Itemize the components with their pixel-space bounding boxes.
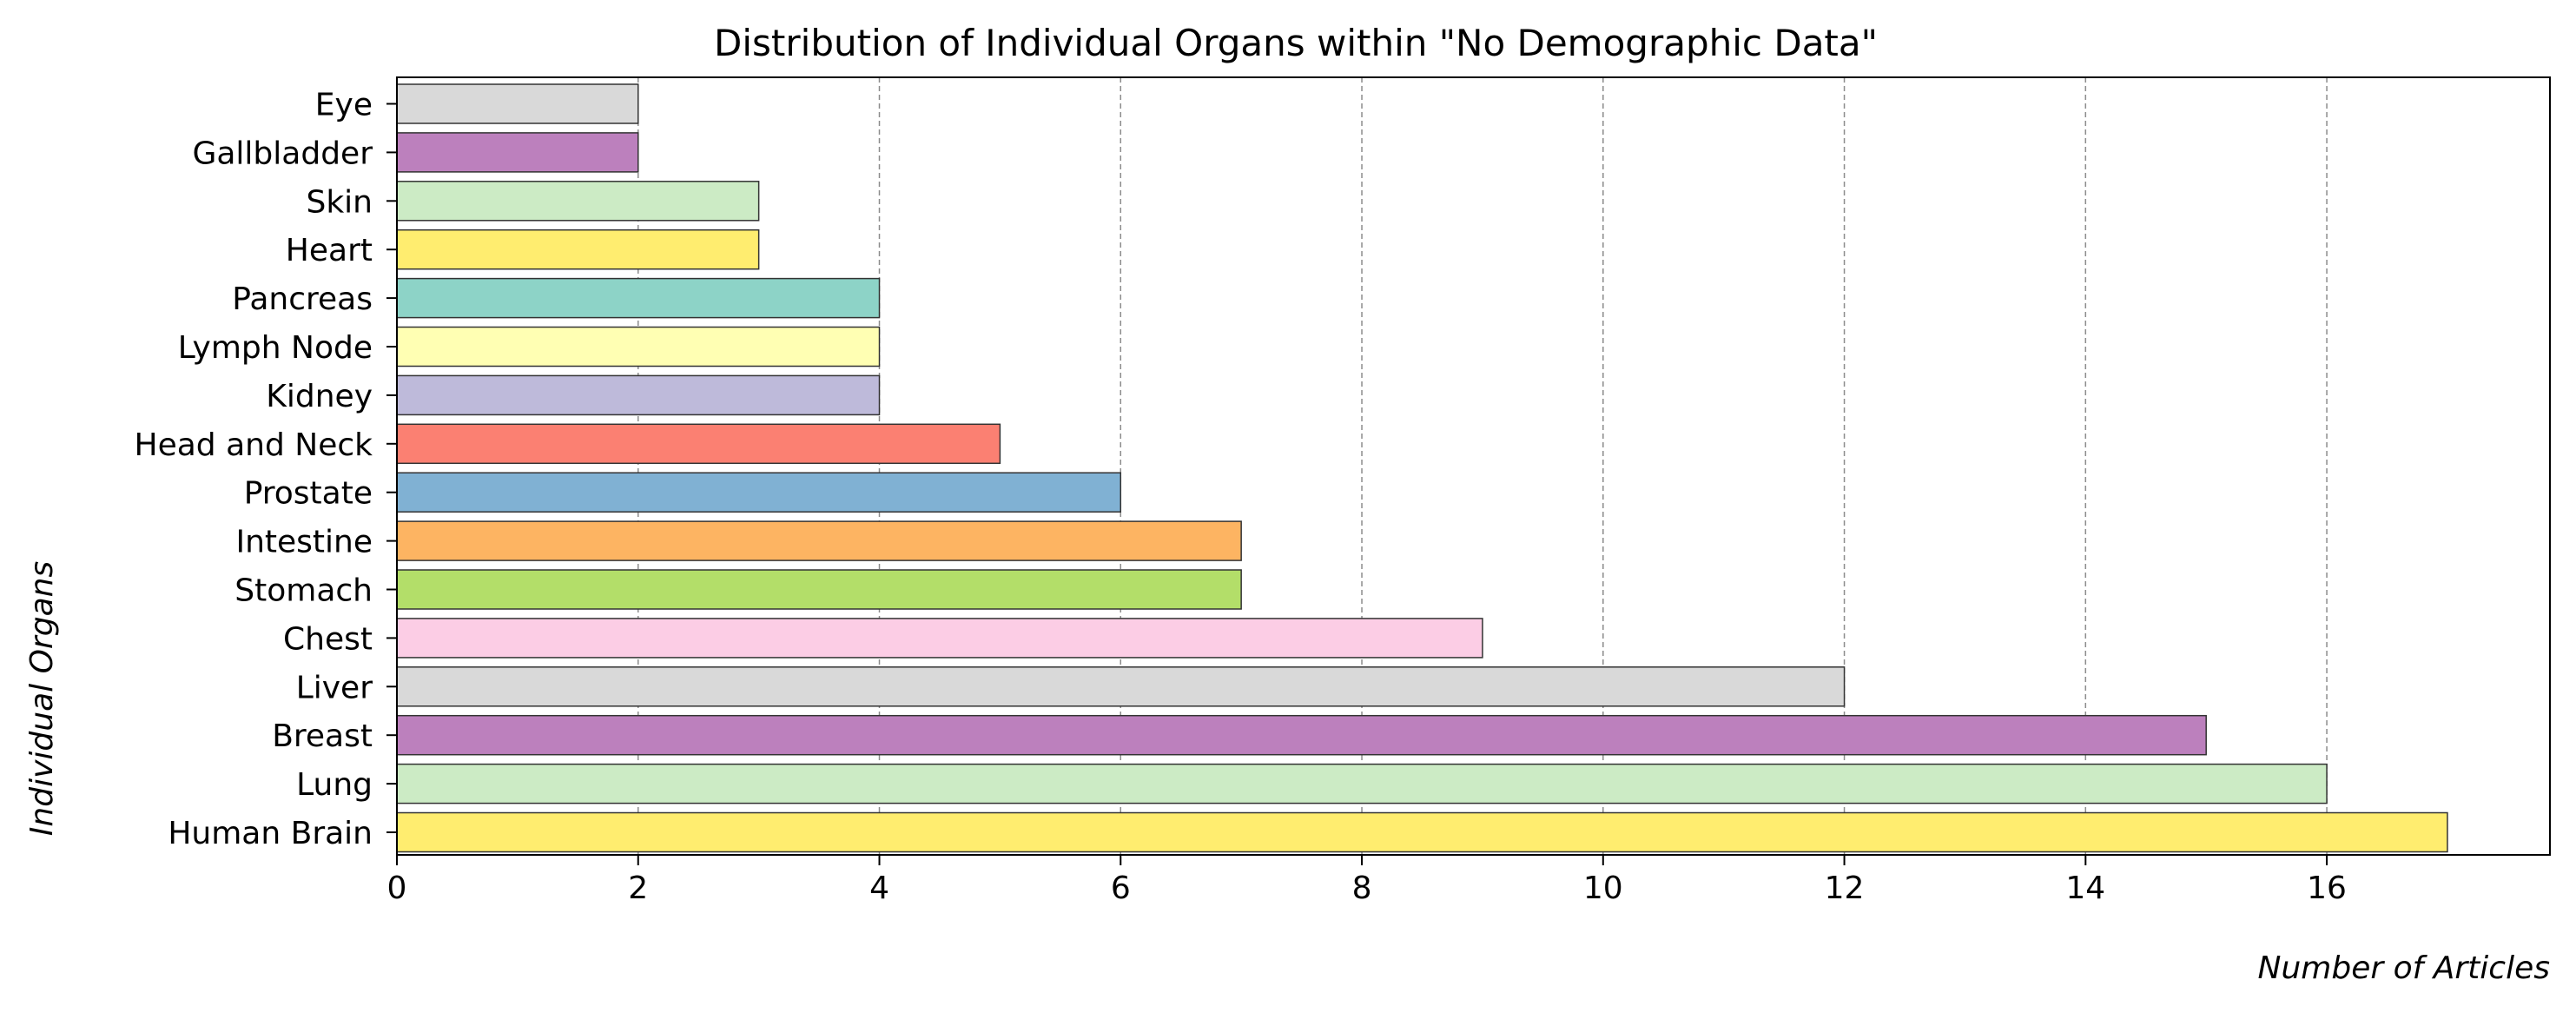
y-tick-label: Heart [286, 233, 373, 268]
x-tick-label: 16 [2307, 871, 2347, 906]
y-tick-label: Eye [315, 88, 373, 123]
chart-title: Distribution of Individual Organs within… [714, 22, 1878, 64]
bar [396, 374, 881, 416]
y-tick-label: Intestine [235, 525, 373, 560]
x-tick-label: 10 [1583, 871, 1623, 906]
bar [396, 423, 1001, 465]
bar [396, 472, 1122, 513]
y-tick-label: Breast [272, 718, 373, 754]
bar [396, 666, 1846, 707]
y-tick-label: Head and Neck [135, 427, 373, 463]
y-tick-label: Liver [296, 670, 373, 705]
y-tick-label: Lung [296, 767, 373, 803]
x-tick-label: 8 [1352, 871, 1372, 906]
y-tick-label: Skin [306, 184, 373, 220]
bar [396, 569, 1242, 610]
y-tick-label: Lymph Node [178, 330, 373, 366]
bar [396, 618, 1483, 659]
x-axis-ticks: 0 2 4 6 8 10 12 14 16 [387, 855, 2347, 906]
x-tick-label: 0 [387, 871, 407, 906]
bar [396, 181, 760, 222]
y-tick-label: Gallbladder [192, 136, 373, 171]
bar [396, 714, 2207, 756]
y-axis-ticks: Human Brain Lung Breast Liver Chest Stomach In… [135, 88, 397, 851]
y-tick-label: Human Brain [168, 816, 373, 851]
bar [396, 277, 881, 319]
x-axis-label: Number of Articles [2258, 950, 2550, 986]
y-axis-label: Individual Organs [24, 561, 60, 836]
bar [396, 228, 760, 270]
x-tick-label: 2 [628, 871, 648, 906]
bar [396, 811, 2448, 853]
bar [396, 326, 881, 367]
x-tick-label: 12 [1825, 871, 1865, 906]
y-tick-label: Chest [283, 621, 373, 657]
bars [396, 83, 2448, 853]
plot-frame [396, 76, 2551, 856]
bar [396, 520, 1242, 561]
y-tick-label: Stomach [234, 573, 373, 609]
x-tick-label: 4 [869, 871, 889, 906]
bar [396, 132, 639, 173]
bar [396, 83, 639, 124]
bar [396, 763, 2328, 804]
y-tick-label: Pancreas [232, 281, 373, 317]
y-tick-label: Prostate [244, 476, 373, 512]
y-tick-label: Kidney [266, 379, 373, 414]
x-tick-label: 14 [2065, 871, 2105, 906]
x-tick-label: 6 [1111, 871, 1131, 906]
